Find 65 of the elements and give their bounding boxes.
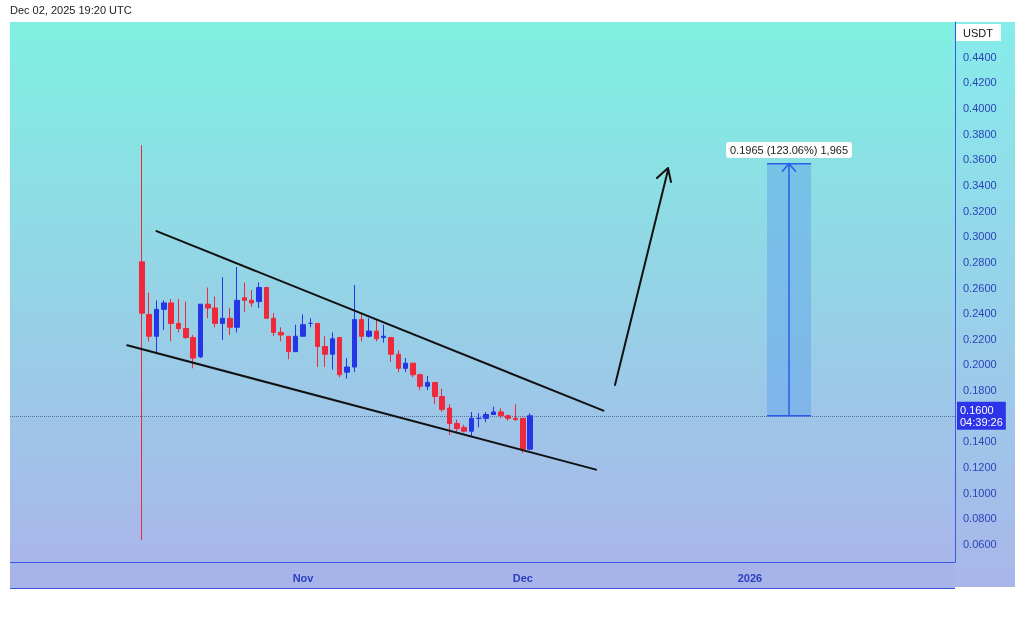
chart-title: Dec 02, 2025 19:20 UTC (10, 4, 132, 16)
y-tick-label: 0.3400 (963, 178, 997, 191)
candlestick (447, 403, 452, 436)
candlestick (300, 313, 306, 337)
y-tick-label: 0.3000 (963, 230, 997, 243)
candlestick (242, 281, 247, 313)
y-tick-label: 0.1800 (963, 384, 997, 397)
candlestick (146, 292, 152, 342)
x-tick-label: Nov (292, 571, 315, 584)
ref-line-label: 0.1600 04:39:26 (960, 403, 1003, 428)
y-tick-label: 0.4400 (963, 50, 997, 63)
candlestick (491, 406, 496, 415)
candlestick (366, 317, 372, 339)
candlestick (359, 312, 364, 342)
candlestick (403, 357, 408, 373)
candlestick (388, 337, 394, 363)
y-axis-title: USDT (963, 26, 994, 39)
candlestick (234, 266, 240, 333)
candlestick (168, 298, 174, 342)
candlestick (227, 307, 233, 336)
y-tick-label: 0.2800 (963, 255, 997, 268)
y-tick-label: 0.1000 (963, 486, 997, 499)
y-tick-label: 0.2000 (963, 358, 997, 371)
candlestick (381, 324, 386, 344)
candlestick (337, 337, 342, 378)
candlestick (344, 357, 350, 380)
y-tick-label: 0.1200 (963, 461, 997, 474)
candlestick (322, 335, 328, 368)
candlestick (139, 144, 145, 541)
candlestick (220, 276, 225, 341)
y-tick-label: 0.0800 (963, 512, 997, 525)
band-label: 0.1965 (123.06%) 1,965 (725, 141, 853, 158)
candlestick (198, 303, 203, 359)
candlestick (396, 349, 401, 373)
candlestick (293, 324, 298, 353)
candlestick (264, 287, 269, 319)
x-tick-label: 2026 (737, 571, 763, 584)
candlestick (286, 335, 291, 360)
candlestick (249, 289, 254, 308)
candlestick (469, 411, 474, 437)
candlestick (271, 312, 276, 337)
candlestick (374, 319, 379, 342)
y-tick-label: 0.3800 (963, 127, 997, 140)
candlestick (330, 331, 335, 371)
candlestick (256, 281, 262, 309)
y-tick-label: 0.2600 (963, 281, 997, 294)
candlestick (425, 375, 430, 391)
y-tick-label: 0.2200 (963, 332, 997, 345)
x-tick-label: Dec (512, 571, 533, 584)
candlestick (527, 412, 533, 451)
y-tick-label: 0.2400 (963, 307, 997, 320)
candlestick (513, 403, 518, 422)
candlestick (520, 417, 526, 454)
y-tick-label: 0.3600 (963, 153, 997, 166)
y-tick-label: 0.3200 (963, 204, 997, 217)
candlestick (154, 299, 159, 355)
y-tick-label: 0.4200 (963, 76, 997, 89)
y-tick-label: 0.4000 (963, 101, 997, 114)
y-tick-label: 0.0600 (963, 538, 997, 551)
y-tick-label: 0.1400 (963, 435, 997, 448)
candlestick (278, 326, 284, 342)
candlestick (176, 298, 181, 333)
candlestick (161, 299, 167, 331)
candlestick (315, 322, 320, 368)
candlestick (352, 284, 357, 373)
